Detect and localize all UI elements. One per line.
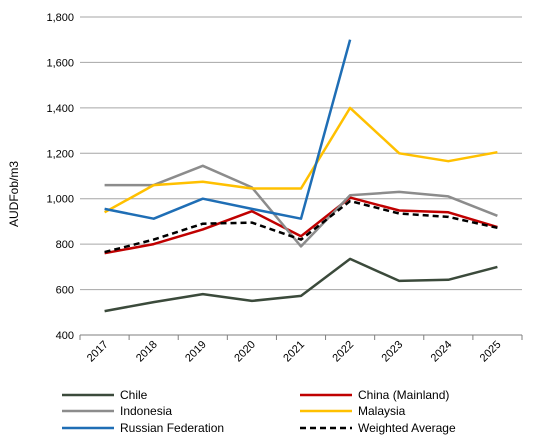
y-tick-label: 1,400 xyxy=(46,103,74,115)
x-tick-label: 2021 xyxy=(281,339,307,365)
x-tick-label: 2022 xyxy=(330,339,356,365)
y-tick-label: 1,600 xyxy=(46,57,74,69)
series-line-malaysia xyxy=(103,106,498,214)
x-tick-label: 2023 xyxy=(380,339,406,365)
legend-label: Chile xyxy=(120,388,148,402)
legend-label: Russian Federation xyxy=(120,421,224,435)
x-tick-label: 2017 xyxy=(85,339,111,365)
y-axis-ticks: 400 600 800 1,000 1,200 1,400 1,600 1,800 xyxy=(46,12,74,342)
y-tick-label: 1,000 xyxy=(46,194,74,206)
x-tick-label: 2024 xyxy=(429,339,455,365)
y-axis-label: AUDFob/m3 xyxy=(7,161,21,227)
y-tick-label: 800 xyxy=(56,239,74,251)
series-lines xyxy=(103,39,498,313)
legend-label: China (Mainland) xyxy=(358,388,449,402)
legend-label: Weighted Average xyxy=(358,421,456,435)
y-tick-label: 600 xyxy=(56,285,74,297)
legend-label: Malaysia xyxy=(358,404,406,418)
series-line-russian-federation xyxy=(104,39,352,220)
x-axis-ticks: 2017 2018 2019 2020 2021 2022 2023 2024 2025 xyxy=(85,339,504,365)
y-tick-label: 1,200 xyxy=(46,148,74,160)
y-tick-label: 1,800 xyxy=(46,12,74,24)
legend-label: Indonesia xyxy=(120,404,172,418)
x-tick-label: 2018 xyxy=(134,339,160,365)
series-line-indonesia xyxy=(104,164,498,248)
series-line-chile xyxy=(104,257,498,313)
y-tick-label: 400 xyxy=(56,330,74,342)
x-tick-label: 2020 xyxy=(232,339,258,365)
legend: Chile China (Mainland) Indonesia Malaysia Ru… xyxy=(62,388,456,435)
series-line-weighted-average xyxy=(104,199,498,254)
x-tick-label: 2019 xyxy=(183,339,209,365)
gridlines xyxy=(80,16,522,336)
x-axis xyxy=(79,334,523,340)
x-tick-label: 2025 xyxy=(478,339,504,365)
series-line-china-mainland xyxy=(104,196,498,255)
